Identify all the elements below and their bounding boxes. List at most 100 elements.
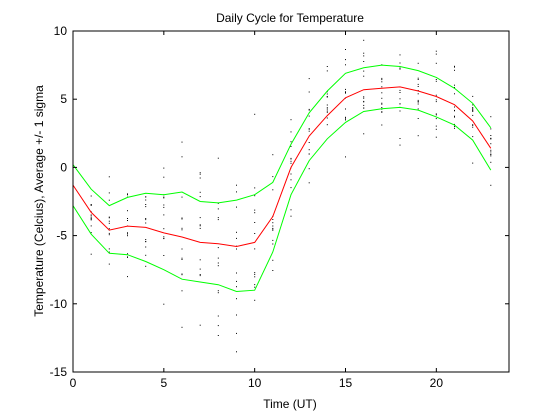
sample-dot — [127, 193, 128, 195]
sample-dot — [472, 109, 474, 111]
sample-dot — [236, 248, 237, 250]
sample-dot — [108, 222, 110, 224]
y-tick-label: 5 — [60, 92, 67, 106]
sample-dot — [381, 102, 383, 104]
y-tick-label: -15 — [50, 365, 68, 379]
sample-dot — [399, 98, 401, 100]
sample-dot — [290, 160, 292, 162]
sample-dot — [272, 222, 274, 224]
sample-dot — [217, 292, 219, 294]
sample-dot — [454, 110, 455, 112]
sample-dot — [272, 176, 274, 178]
sample-dot — [254, 286, 256, 288]
sample-dot — [381, 111, 383, 113]
sample-dot — [417, 83, 419, 85]
sample-dot — [181, 156, 183, 158]
series-lines — [72, 64, 492, 293]
sample-dot — [236, 332, 237, 334]
sample-dot — [472, 124, 474, 126]
upper-sigma-line — [72, 64, 492, 207]
sample-dot — [90, 216, 92, 218]
sample-dot — [217, 257, 219, 259]
sample-dot — [454, 87, 455, 88]
sample-dot — [435, 53, 437, 55]
sample-dot — [435, 79, 437, 80]
sample-dot — [399, 138, 401, 139]
sample-dot — [90, 214, 92, 216]
sample-dot — [181, 227, 183, 229]
sample-dot — [254, 233, 256, 234]
sample-dot — [308, 149, 310, 151]
sample-dot — [199, 259, 201, 261]
sample-dot — [217, 208, 219, 210]
sample-dot — [290, 119, 292, 121]
sample-dot — [217, 315, 219, 317]
sample-dot — [145, 254, 147, 256]
sample-dot — [399, 68, 401, 70]
sample-dot — [127, 218, 128, 219]
sample-dot — [254, 187, 256, 189]
sample-dot — [435, 125, 437, 127]
sample-dot — [308, 153, 310, 155]
sample-dot — [399, 67, 401, 69]
sample-dot — [454, 127, 455, 129]
sample-dot — [326, 111, 328, 113]
sample-dot — [90, 204, 92, 206]
sample-dot — [308, 108, 310, 110]
sample-dot — [199, 177, 201, 179]
sample-dot — [326, 117, 328, 119]
sample-dot — [272, 239, 274, 241]
sample-dot — [417, 135, 419, 137]
sample-dot — [90, 232, 92, 234]
sample-dot — [345, 88, 346, 90]
sample-dot — [236, 298, 237, 300]
sample-dot — [145, 199, 147, 201]
sample-dot — [163, 206, 165, 208]
sample-dot — [472, 124, 474, 126]
sample-dot — [326, 104, 328, 106]
sample-dot — [181, 274, 183, 276]
sample-dot — [490, 184, 492, 186]
sample-dot — [163, 197, 165, 199]
sample-dot — [290, 141, 292, 143]
sample-dot — [254, 113, 256, 115]
y-axis-ticks: -15 -10 -5 0 5 10 — [50, 24, 509, 379]
sample-dot — [163, 196, 165, 198]
sample-dot — [345, 156, 346, 158]
sample-dot — [490, 153, 492, 155]
sample-dot — [163, 236, 165, 238]
sample-dot — [290, 187, 292, 189]
sample-dot — [435, 128, 437, 130]
sample-dot — [308, 109, 310, 111]
sample-dot — [236, 184, 237, 186]
sample-dot — [272, 227, 274, 229]
sample-dot — [490, 149, 492, 151]
sample-dot — [381, 97, 383, 99]
sample-dot — [108, 228, 110, 230]
sample-dot — [127, 232, 128, 234]
sample-dot — [326, 110, 328, 112]
sample-dot — [399, 110, 401, 112]
sample-dot — [272, 219, 274, 220]
sample-dot — [127, 256, 128, 258]
sample-dot — [472, 126, 474, 128]
sample-dot — [199, 324, 201, 326]
sample-dot — [217, 335, 219, 336]
sample-dot — [236, 314, 237, 316]
sample-dot — [90, 219, 92, 221]
sample-dot — [181, 229, 183, 231]
sample-dot — [199, 173, 201, 175]
sample-dot — [290, 157, 292, 159]
sample-dot — [181, 248, 183, 250]
sample-dot — [272, 243, 274, 245]
sample-dot — [290, 158, 292, 160]
sample-dot — [108, 192, 110, 194]
sample-dot — [345, 117, 346, 119]
sample-dot — [399, 89, 401, 91]
sample-dot — [472, 95, 474, 97]
sample-dot — [127, 235, 128, 237]
sample-dot — [399, 62, 401, 64]
sample-dot — [417, 93, 419, 95]
sample-dot — [199, 172, 201, 174]
